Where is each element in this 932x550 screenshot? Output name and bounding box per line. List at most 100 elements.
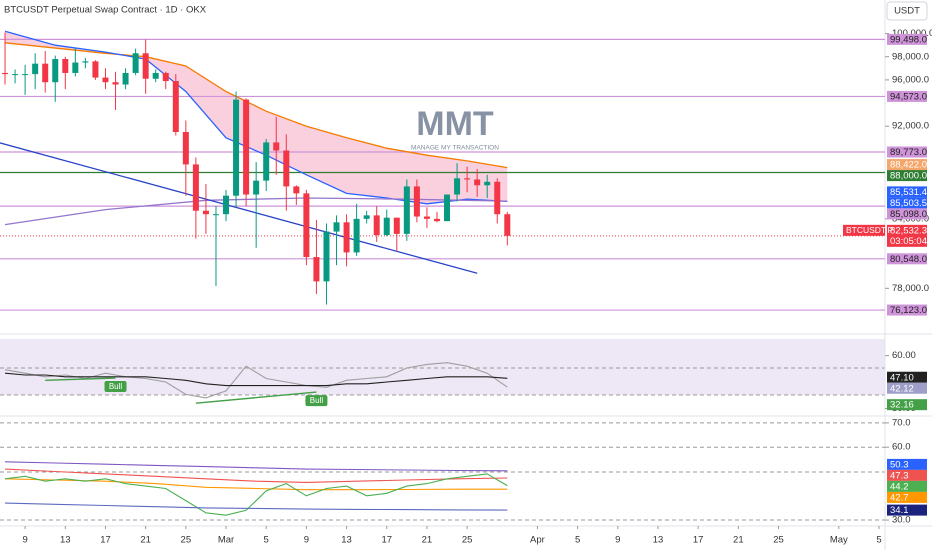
price-label: 85,098.0 bbox=[890, 209, 927, 220]
price-label-box bbox=[887, 371, 927, 383]
candle-body bbox=[42, 63, 49, 83]
price-label-box bbox=[887, 197, 927, 209]
candle-body bbox=[212, 214, 219, 216]
x-tick-label: 25 bbox=[773, 535, 784, 546]
candle-body bbox=[494, 181, 501, 215]
candle-body bbox=[283, 150, 290, 187]
x-tick-label: 21 bbox=[733, 535, 744, 546]
candle-body bbox=[2, 72, 9, 75]
candle-body bbox=[122, 72, 129, 85]
price-label: 80,548.0 bbox=[890, 254, 927, 265]
y-tick-label: 92,000.0 bbox=[892, 121, 929, 132]
candle-body bbox=[433, 218, 440, 222]
candle-body bbox=[12, 74, 19, 76]
price-label: 85,503.5 bbox=[890, 198, 927, 209]
indicator-line bbox=[4, 461, 508, 472]
y-tick-label: 70.0 bbox=[892, 417, 911, 428]
price-label: 42.7 bbox=[890, 492, 909, 503]
bull-label: Bull bbox=[109, 382, 123, 391]
price-label-box bbox=[887, 304, 927, 316]
trendline bbox=[0, 142, 478, 274]
candle-body bbox=[333, 222, 340, 232]
price-label: 99,498.0 bbox=[890, 34, 927, 45]
candle-body bbox=[353, 218, 360, 253]
last-price-label: 82,532.3 bbox=[890, 225, 927, 236]
x-tick-label: Apr bbox=[530, 535, 545, 546]
y-tick-label: 60.0 bbox=[892, 442, 911, 453]
moving-average bbox=[4, 42, 508, 169]
currency-button[interactable] bbox=[886, 1, 928, 21]
candle-body bbox=[403, 186, 410, 234]
candle-body bbox=[202, 210, 209, 215]
candle-body bbox=[32, 63, 39, 75]
candle-body bbox=[62, 59, 69, 73]
price-label-box bbox=[887, 170, 927, 182]
price-label: 88,000.0 bbox=[890, 171, 927, 182]
bull-box bbox=[104, 380, 127, 392]
chart-title: BTCUSDT Perpetual Swap Contract · 1D · O… bbox=[4, 5, 207, 16]
candle-body bbox=[162, 72, 169, 82]
candle-body bbox=[172, 81, 179, 132]
candle-body bbox=[423, 216, 430, 219]
candle-body bbox=[152, 72, 159, 79]
indicator-line bbox=[4, 468, 508, 483]
y-tick-label: 30.0 bbox=[892, 515, 911, 526]
price-label: 76,123.0 bbox=[890, 305, 927, 316]
x-tick-label: 25 bbox=[181, 535, 192, 546]
bull-box bbox=[305, 395, 328, 407]
candle-body bbox=[504, 214, 511, 236]
price-label: 34.1 bbox=[890, 505, 909, 516]
price-label: 32.16 bbox=[890, 400, 914, 411]
price-label-box bbox=[887, 504, 927, 516]
candle-body bbox=[102, 77, 109, 83]
price-label-box bbox=[887, 186, 927, 198]
price-label-box bbox=[887, 399, 927, 411]
candle-body bbox=[293, 186, 300, 194]
price-label-box bbox=[887, 33, 927, 45]
divergence-line bbox=[195, 391, 317, 404]
y-tick-label: 78,000.0 bbox=[892, 283, 929, 294]
x-tick-label: 13 bbox=[341, 535, 352, 546]
last-price-box bbox=[887, 224, 927, 247]
candle-body bbox=[72, 62, 79, 73]
x-tick-label: May bbox=[830, 535, 848, 546]
candle-body bbox=[363, 215, 370, 219]
bull-label: Bull bbox=[310, 396, 324, 405]
price-label: 44.2 bbox=[890, 481, 909, 492]
candle-body bbox=[413, 186, 420, 217]
x-tick-label: 9 bbox=[615, 535, 620, 546]
price-label: 47.10 bbox=[890, 372, 914, 383]
x-tick-label: 25 bbox=[462, 535, 473, 546]
x-tick-label: 13 bbox=[60, 535, 71, 546]
candle-body bbox=[323, 231, 330, 282]
price-label-box bbox=[887, 90, 927, 102]
candle-body bbox=[253, 180, 260, 195]
indicator-line bbox=[4, 502, 508, 511]
symbol-box bbox=[843, 224, 885, 236]
candle-body bbox=[303, 193, 310, 258]
indicator-line bbox=[4, 362, 508, 399]
candle-body bbox=[223, 195, 230, 215]
price-label-box bbox=[887, 491, 927, 503]
candle-body bbox=[383, 217, 390, 236]
cloud-fill bbox=[5, 31, 508, 204]
currency-label[interactable]: USDT bbox=[894, 6, 920, 17]
x-tick-label: 9 bbox=[22, 535, 27, 546]
x-tick-label: 17 bbox=[381, 535, 392, 546]
price-label-box bbox=[887, 382, 927, 394]
indicator-line bbox=[4, 473, 508, 516]
y-tick-label: 98,000.0 bbox=[892, 51, 929, 62]
watermark: MMT bbox=[416, 105, 494, 143]
price-label: 50.3 bbox=[890, 459, 909, 470]
price-label-box bbox=[887, 159, 927, 171]
symbol-label: BTCUSDT.P bbox=[846, 225, 894, 235]
price-label-box bbox=[887, 480, 927, 492]
x-tick-label: 21 bbox=[422, 535, 433, 546]
candle-body bbox=[373, 215, 380, 236]
x-tick-label: 13 bbox=[653, 535, 664, 546]
y-tick-label: 60.00 bbox=[892, 350, 916, 361]
candle-body bbox=[192, 164, 199, 211]
candle-body bbox=[313, 257, 320, 282]
candle-body bbox=[273, 142, 280, 151]
